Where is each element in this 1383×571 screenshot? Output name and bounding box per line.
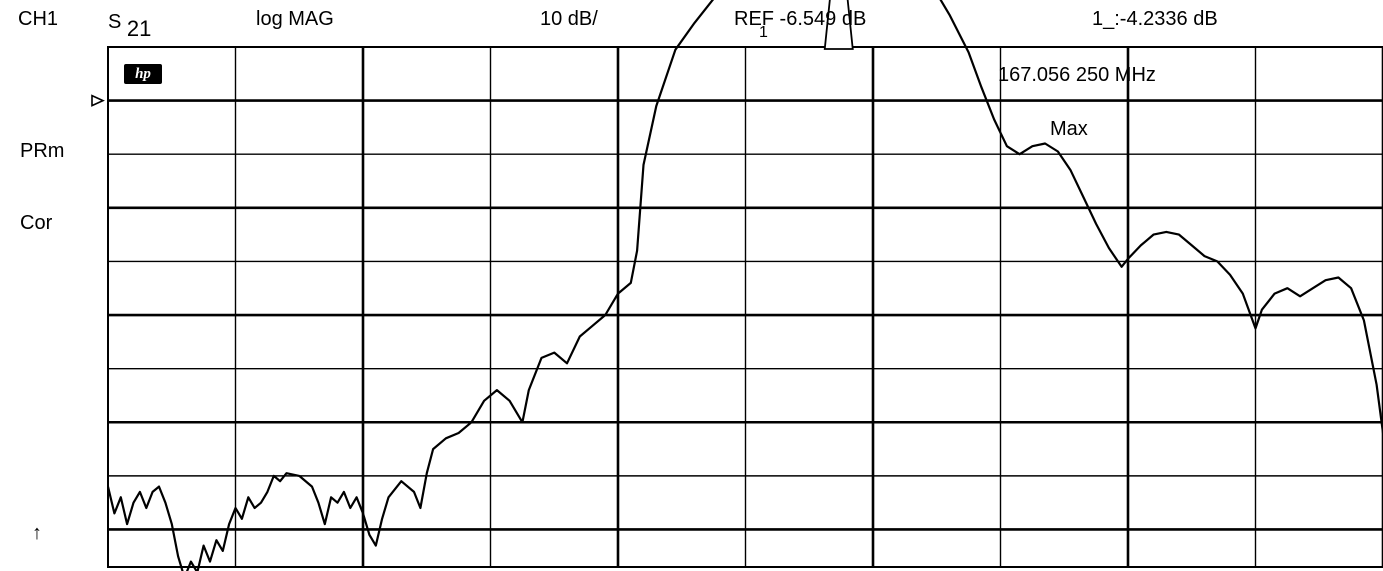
format-label: log MAG xyxy=(256,8,334,30)
channel-label: CH1 xyxy=(18,8,59,30)
param-sub: 21 xyxy=(126,16,152,41)
param-letter: S xyxy=(108,11,122,33)
prm-label: PRm xyxy=(20,140,65,162)
hp-logo: hp xyxy=(124,64,162,84)
marker-mode: Max xyxy=(1050,118,1088,140)
param-label: S 21 xyxy=(108,8,151,41)
marker-number: 1 xyxy=(759,24,768,41)
marker-readout: 1_:-4.2336 dB xyxy=(1092,8,1218,30)
up-arrow-icon: ↑ xyxy=(32,522,42,544)
scale-label: 10 dB/ xyxy=(540,8,598,30)
reference-label: REF -6.549 dB xyxy=(734,8,867,30)
marker-triangle-icon xyxy=(823,0,854,50)
cor-label: Cor xyxy=(20,212,53,234)
trace-line xyxy=(106,0,1383,571)
grid-frame xyxy=(107,46,1383,568)
reference-pointer-icon xyxy=(91,94,105,107)
marker-graphics xyxy=(91,0,854,107)
graticule-grid xyxy=(107,46,1383,568)
marker-frequency: 167.056 250 MHz xyxy=(998,64,1156,86)
